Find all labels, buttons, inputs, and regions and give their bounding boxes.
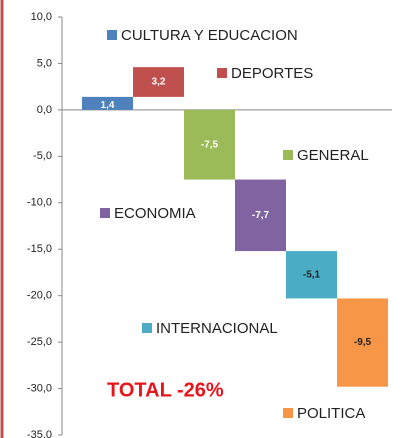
value-label: 1,4 bbox=[101, 100, 115, 111]
legend-swatch bbox=[100, 208, 110, 218]
y-tick-label: -35,0 bbox=[27, 429, 52, 438]
bar bbox=[82, 96, 133, 110]
y-tick-label: -5,0 bbox=[33, 150, 52, 162]
legend-label: CULTURA Y EDUCACION bbox=[121, 27, 298, 44]
bar bbox=[337, 298, 388, 387]
legend-label: DEPORTES bbox=[231, 65, 313, 82]
legend-swatch bbox=[283, 150, 293, 160]
bar bbox=[184, 109, 235, 180]
y-tick-label: 0,0 bbox=[37, 104, 52, 116]
y-tick-label: -15,0 bbox=[27, 243, 52, 255]
bar bbox=[133, 67, 184, 97]
y-tick-label: -10,0 bbox=[27, 197, 52, 209]
y-tick-label: -30,0 bbox=[27, 382, 52, 394]
y-tick-label: 10,0 bbox=[31, 11, 52, 23]
value-label: -5,1 bbox=[303, 269, 321, 280]
legend-label: GENERAL bbox=[297, 147, 369, 164]
legend-swatch bbox=[142, 323, 152, 333]
legend-swatch bbox=[217, 68, 227, 78]
y-tick-label: -25,0 bbox=[27, 336, 52, 348]
bar bbox=[286, 251, 337, 299]
legend-swatch bbox=[107, 30, 117, 40]
y-tick-label: -20,0 bbox=[27, 290, 52, 302]
legend-label: POLITICA bbox=[297, 405, 365, 422]
legend-label: INTERNACIONAL bbox=[156, 320, 278, 337]
y-tick-label: 5,0 bbox=[37, 57, 52, 69]
value-label: 3,2 bbox=[152, 77, 166, 88]
legend-swatch bbox=[283, 408, 293, 418]
value-label: -7,7 bbox=[252, 210, 270, 221]
bar bbox=[235, 179, 286, 252]
annotation: TOTAL -26% bbox=[107, 379, 224, 401]
value-label: -7,5 bbox=[201, 139, 219, 150]
value-label: -9,5 bbox=[354, 337, 372, 348]
legend-label: ECONOMIA bbox=[114, 205, 196, 222]
